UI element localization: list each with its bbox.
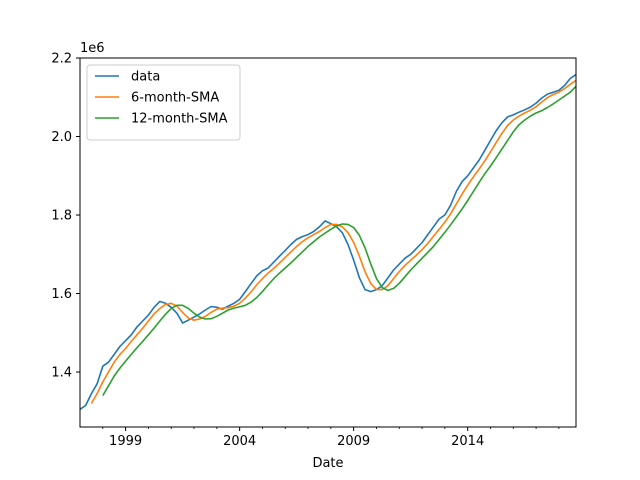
y-tick-label-4: 2.2	[51, 52, 72, 67]
y-axis: 1.4 1.6 1.8 2.0 2.2	[51, 52, 80, 381]
legend-label-1: 6-month-SMA	[131, 91, 219, 106]
y-offset-label: 1e6	[80, 41, 105, 56]
x-tick-label-0: 1999	[109, 434, 142, 449]
x-tick-label-1: 2004	[223, 434, 256, 449]
x-tick-label-3: 2014	[451, 434, 484, 449]
y-tick-label-3: 2.0	[51, 130, 72, 145]
y-tick-label-2: 1.8	[51, 209, 72, 224]
series-layer	[80, 73, 576, 410]
series-line-0	[80, 73, 576, 410]
y-tick-label-0: 1.4	[51, 366, 72, 381]
y-tick-label-1: 1.6	[51, 287, 72, 302]
x-tick-label-2: 2009	[337, 434, 370, 449]
series-line-2	[102, 85, 576, 397]
plot-frame	[79, 57, 577, 428]
legend-label-2: 12-month-SMA	[131, 112, 228, 127]
legend-label-0: data	[131, 70, 160, 85]
legend-frame	[86, 64, 241, 141]
series-line-1	[90, 79, 576, 404]
x-axis-label: Date	[312, 456, 343, 471]
legend: data 6-month-SMA 12-month-SMA	[86, 64, 241, 141]
x-axis: 1999 2004 2009 2014	[102, 427, 560, 449]
